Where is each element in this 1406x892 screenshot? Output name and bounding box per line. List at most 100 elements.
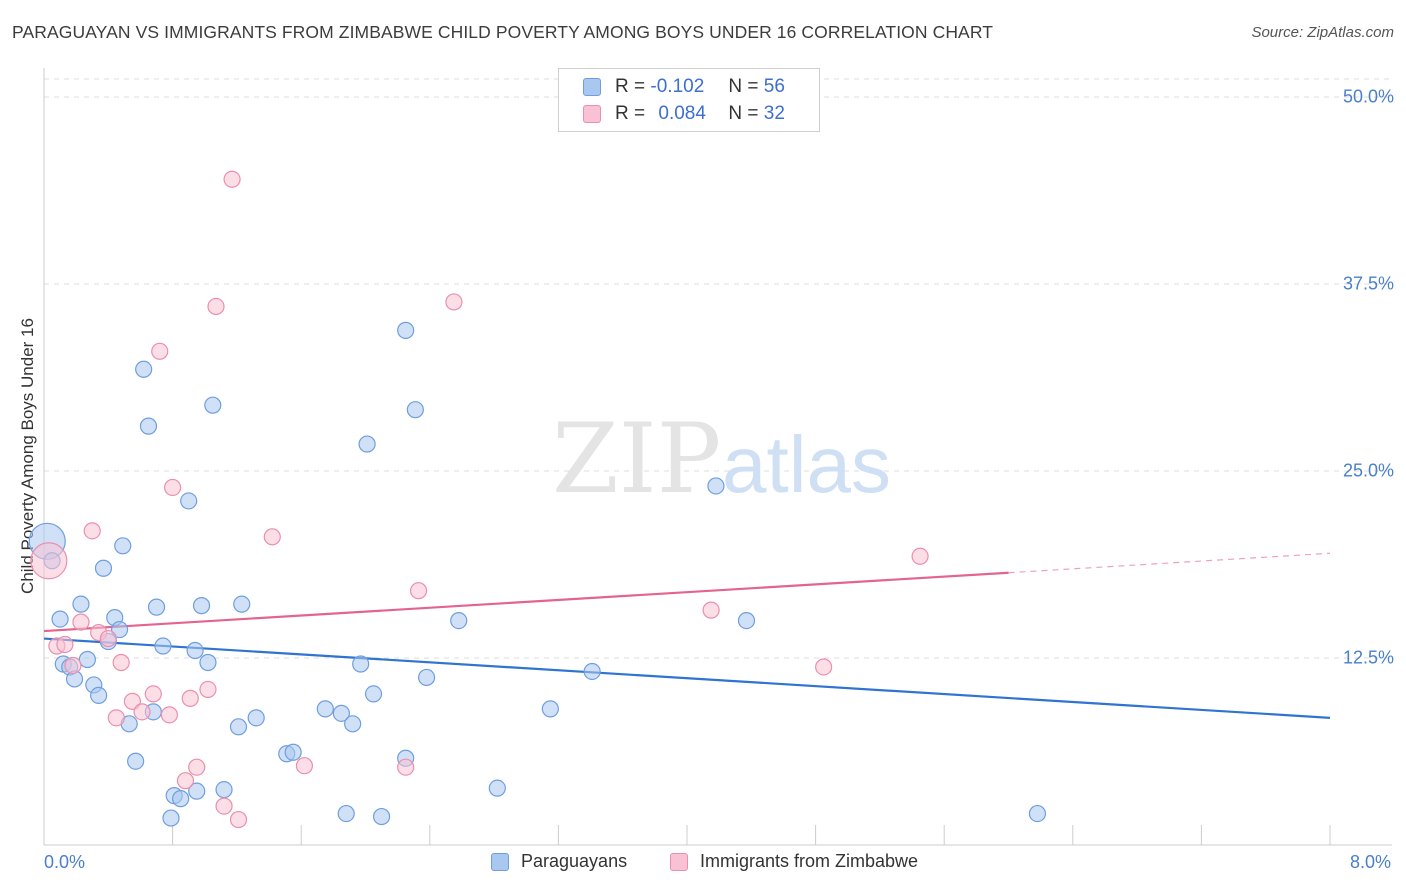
data-point-zimbabwe (151, 342, 169, 360)
data-point-paraguayans (372, 807, 391, 826)
data-point-zimbabwe (223, 170, 241, 188)
legend-swatch-paraguayans (583, 78, 601, 96)
data-point-paraguayans (72, 595, 90, 613)
data-point-zimbabwe (815, 658, 833, 676)
data-point-paraguayans (147, 598, 166, 616)
data-point-paraguayans (229, 718, 248, 736)
data-point-paraguayans (199, 653, 217, 672)
x-tick-label-max: 8.0% (1350, 852, 1392, 872)
bottom-legend-paraguayans: Paraguayans (491, 851, 627, 872)
data-point-paraguayans (204, 396, 222, 414)
legend-row-paraguayans: R = -0.102 N = 56 (583, 75, 785, 99)
y-tick-label: 50.0% (1342, 86, 1394, 107)
data-point-zimbabwe (911, 547, 929, 565)
data-point-zimbabwe (445, 293, 463, 311)
data-point-zimbabwe (229, 810, 248, 829)
data-point-zimbabwe (72, 613, 90, 631)
data-point-zimbabwe (188, 758, 206, 776)
data-points (28, 170, 1047, 829)
data-point-zimbabwe (56, 635, 74, 654)
data-point-zimbabwe (164, 478, 182, 497)
bottom-legend-swatch-zimbabwe (670, 852, 688, 871)
source-label: Source: ZipAtlas.com (1251, 24, 1394, 41)
data-point-paraguayans (188, 782, 206, 800)
data-point-paraguayans (417, 668, 436, 687)
legend-swatch-zimbabwe (583, 105, 601, 123)
data-point-paraguayans (247, 709, 265, 727)
x-tick-label-min: 0.0% (44, 852, 86, 872)
data-point-zimbabwe (181, 689, 199, 707)
data-point-zimbabwe (199, 680, 217, 699)
data-point-paraguayans (450, 611, 468, 630)
data-point-paraguayans (233, 595, 251, 613)
data-point-zimbabwe (215, 797, 233, 815)
data-point-paraguayans (284, 743, 302, 761)
legend-r-label: R = (615, 103, 646, 124)
data-point-paraguayans (172, 790, 190, 808)
y-tick-label: 37.5% (1342, 273, 1394, 294)
bottom-legend-swatch-paraguayans (491, 852, 509, 871)
data-point-zimbabwe (107, 709, 125, 727)
data-point-paraguayans (737, 611, 756, 630)
y-tick-label: 25.0% (1342, 460, 1394, 481)
chart-title: PARAGUAYAN VS IMMIGRANTS FROM ZIMBABWE C… (12, 22, 994, 42)
data-point-zimbabwe (30, 542, 68, 580)
data-point-zimbabwe (99, 629, 117, 648)
data-point-paraguayans (127, 752, 145, 770)
data-point-zimbabwe (133, 703, 151, 721)
trend-line-paraguayans (43, 637, 1331, 719)
data-point-paraguayans (358, 435, 376, 453)
data-point-zimbabwe (160, 706, 178, 724)
data-point-zimbabwe (144, 685, 162, 703)
data-point-zimbabwe (397, 758, 415, 776)
data-point-paraguayans (154, 637, 172, 655)
data-point-paraguayans (541, 700, 559, 718)
y-tick-label: 12.5% (1342, 647, 1394, 668)
data-point-zimbabwe (207, 297, 225, 316)
data-point-paraguayans (352, 655, 370, 673)
data-point-paraguayans (344, 715, 362, 733)
data-point-paraguayans (364, 685, 383, 703)
data-point-paraguayans (583, 662, 601, 681)
bottom-legend-label-zimbabwe: Immigrants from Zimbabwe (700, 851, 919, 871)
legend-n-label: N = (728, 76, 759, 97)
data-point-zimbabwe (702, 601, 720, 619)
data-point-paraguayans (110, 620, 129, 639)
data-point-zimbabwe (83, 522, 101, 540)
data-point-paraguayans (332, 704, 350, 722)
watermark-zip: ZIP (552, 403, 721, 515)
data-point-zimbabwe (176, 772, 195, 790)
stats-legend: R = -0.102 N = 56 R = 0.084 N = 32 (558, 68, 820, 132)
legend-n-value: 56 (763, 76, 785, 97)
axes (43, 68, 1392, 846)
data-point-paraguayans (406, 401, 424, 419)
legend-r-value: 0.084 (658, 103, 706, 124)
trend-line-extension (1008, 552, 1331, 574)
data-point-paraguayans (215, 781, 233, 799)
data-point-zimbabwe (112, 653, 130, 672)
bottom-legend-label-paraguayans: Paraguayans (521, 851, 628, 871)
data-point-paraguayans (186, 641, 204, 660)
data-point-paraguayans (180, 492, 198, 510)
data-point-paraguayans (94, 559, 113, 577)
data-point-paraguayans (135, 360, 153, 378)
legend-r-value: -0.102 (650, 76, 705, 97)
data-point-zimbabwe (409, 582, 428, 600)
legend-r-label: R = (615, 76, 646, 97)
data-point-paraguayans (488, 779, 506, 797)
data-point-zimbabwe (64, 656, 82, 675)
bottom-legend-zimbabwe: Immigrants from Zimbabwe (670, 851, 918, 872)
trend-lines (43, 552, 1331, 719)
data-point-zimbabwe (263, 528, 281, 546)
data-point-paraguayans (192, 597, 211, 615)
data-point-paraguayans (139, 417, 158, 435)
legend-n-label: N = (728, 103, 759, 124)
data-point-paraguayans (337, 804, 355, 823)
legend-n-value: 32 (763, 103, 785, 124)
data-point-zimbabwe (295, 757, 314, 775)
data-point-paraguayans (114, 537, 132, 555)
data-point-paraguayans (162, 809, 180, 827)
data-point-paraguayans (90, 686, 108, 705)
data-point-paraguayans (78, 650, 97, 669)
